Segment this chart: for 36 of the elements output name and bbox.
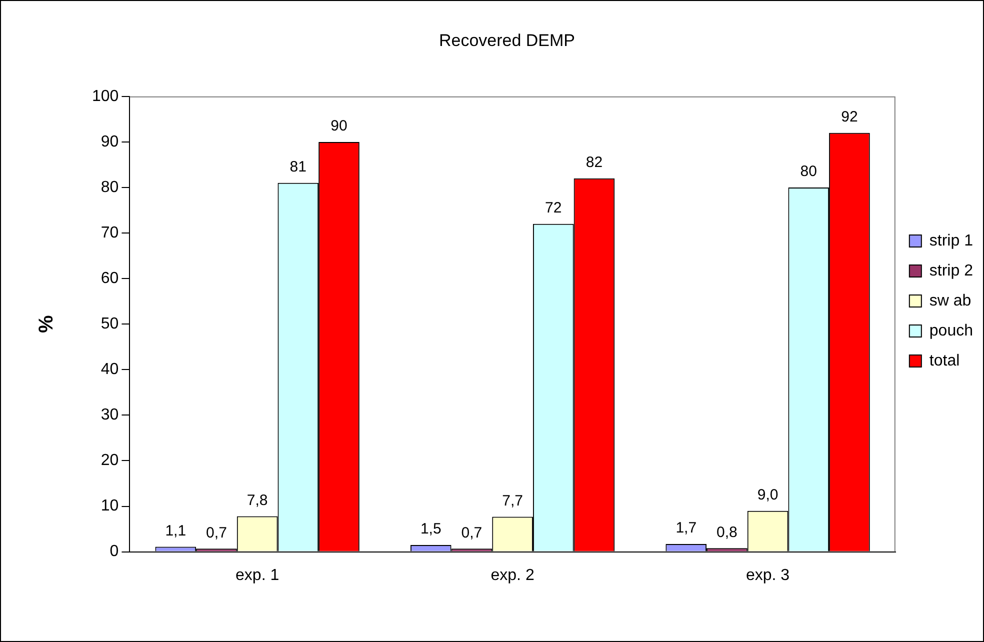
legend-label: strip 1 bbox=[929, 232, 974, 250]
y-axis-title: % bbox=[36, 315, 58, 333]
y-tick-label: 80 bbox=[100, 178, 119, 196]
y-tick-label: 40 bbox=[100, 361, 119, 378]
data-label: 1,7 bbox=[676, 520, 697, 537]
y-tick-label: 70 bbox=[100, 224, 119, 242]
legend-label: total bbox=[929, 352, 960, 370]
data-label: 90 bbox=[330, 118, 348, 135]
data-label: 72 bbox=[545, 200, 562, 217]
data-label: 81 bbox=[290, 158, 306, 176]
data-label: 1,5 bbox=[420, 520, 442, 538]
x-tick-label: exp. 2 bbox=[490, 566, 534, 584]
x-tick-label: exp. 3 bbox=[746, 566, 790, 584]
data-label: 9,0 bbox=[757, 486, 778, 504]
legend-label: sw ab bbox=[929, 292, 972, 310]
y-tick-label: 100 bbox=[92, 88, 119, 105]
legend-label: strip 2 bbox=[929, 262, 974, 280]
legend-label: pouch bbox=[929, 322, 973, 340]
data-label: 7,8 bbox=[246, 492, 268, 509]
data-label: 1,1 bbox=[165, 522, 186, 540]
data-label: 0,8 bbox=[716, 524, 738, 541]
data-label: 92 bbox=[841, 108, 858, 126]
x-tick-label: exp. 1 bbox=[236, 566, 280, 584]
y-tick-label: 50 bbox=[100, 316, 119, 333]
y-tick-label: 20 bbox=[100, 452, 119, 470]
chart-title: Recovered DEMP bbox=[438, 30, 576, 50]
y-tick-label: 10 bbox=[100, 498, 119, 515]
y-tick-label: 0 bbox=[110, 543, 119, 560]
data-label: 0,7 bbox=[461, 524, 482, 542]
data-label: 7,7 bbox=[502, 492, 523, 510]
y-tick-label: 30 bbox=[100, 406, 119, 424]
data-label: 82 bbox=[586, 154, 603, 172]
y-tick-label: 90 bbox=[100, 133, 119, 150]
data-label: 0,7 bbox=[206, 524, 227, 542]
y-tick-label: 60 bbox=[100, 270, 119, 287]
data-label: 80 bbox=[800, 163, 817, 180]
